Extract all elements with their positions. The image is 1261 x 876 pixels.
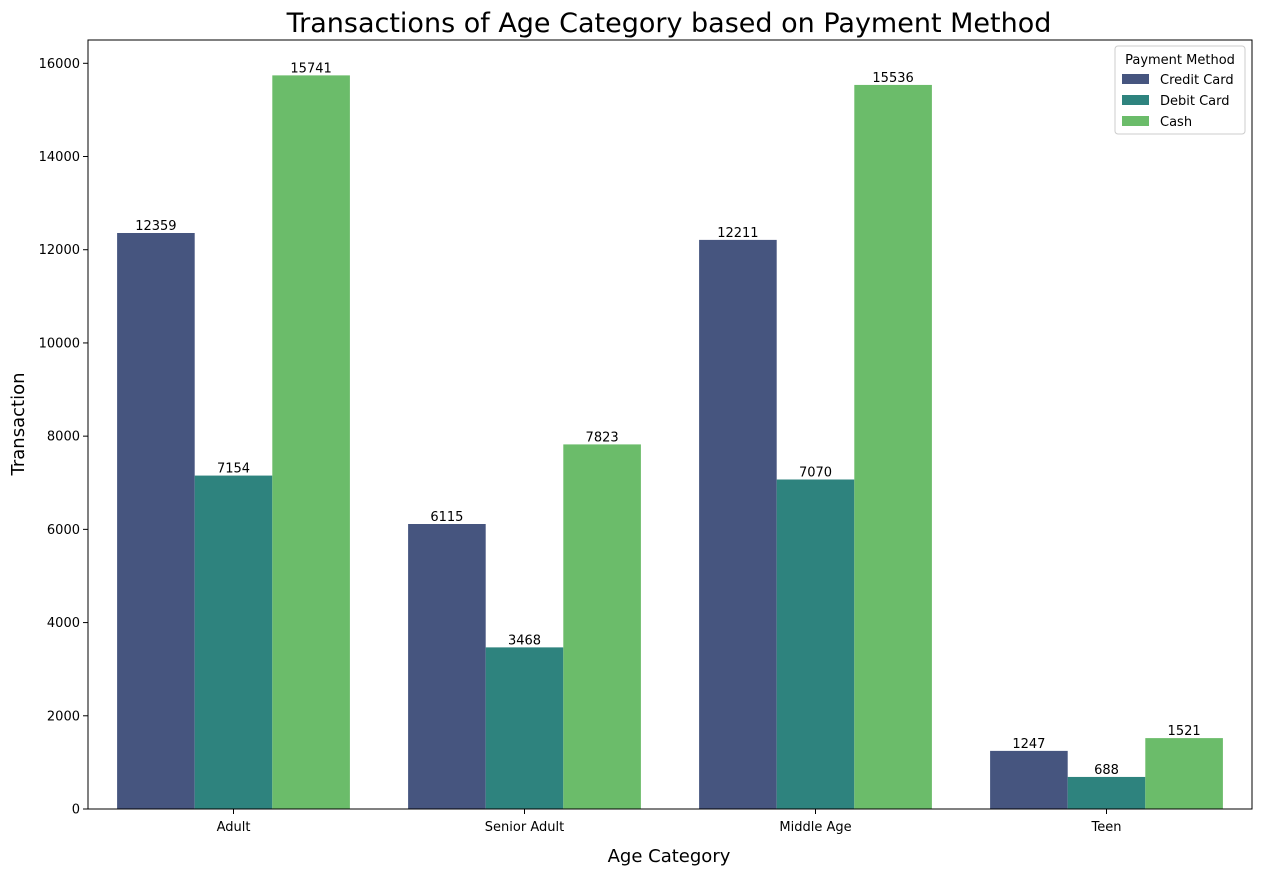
legend-box: [1114, 45, 1246, 135]
bar: [854, 84, 932, 810]
x-tick-label: Teen: [1091, 820, 1122, 835]
x-axis-ticks: Adult Senior Adult Middle Age Teen: [217, 809, 1122, 835]
chart-title: Transactions of Age Category based on Pa…: [286, 8, 1052, 39]
bar: [408, 524, 486, 809]
y-tick-label: 12000: [39, 243, 80, 258]
y-tick-label: 8000: [47, 430, 80, 445]
bar-value-label: 12211: [717, 226, 758, 241]
bar-value-label: 15741: [290, 61, 331, 76]
bar: [990, 750, 1068, 809]
bar-value-label: 3468: [508, 633, 541, 648]
legend-item-label: Debit Card: [1160, 94, 1230, 109]
bar-value-label: 6115: [430, 510, 463, 525]
x-tick-label: Middle Age: [779, 820, 851, 835]
y-axis-label: Transaction: [8, 373, 29, 477]
bars-group: [117, 75, 1223, 810]
bar: [272, 75, 350, 809]
x-tick-label: Adult: [217, 820, 251, 835]
legend-swatch: [1122, 95, 1149, 105]
bar: [1145, 738, 1223, 809]
bar: [776, 479, 855, 809]
y-tick-label: 14000: [39, 150, 80, 165]
bar: [485, 647, 564, 809]
bar-value-label: 1521: [1168, 724, 1201, 739]
bar-value-label: 688: [1094, 763, 1119, 778]
bar: [1067, 776, 1146, 809]
bar: [699, 239, 777, 810]
bar-value-label: 12359: [135, 219, 176, 234]
y-tick-label: 6000: [47, 523, 80, 538]
y-axis-ticks: 0 2000 4000 6000 8000 10000 12000 14000 16000: [39, 57, 88, 818]
legend-swatch: [1122, 116, 1149, 126]
y-tick-label: 2000: [47, 709, 80, 724]
y-tick-label: 16000: [39, 57, 80, 72]
bar: [194, 475, 273, 809]
bar: [117, 232, 195, 809]
y-tick-label: 0: [72, 803, 80, 818]
y-tick-label: 4000: [47, 616, 80, 631]
bar-value-label: 7154: [217, 462, 250, 477]
plot-frame: [87, 39, 1253, 810]
x-axis-label: Age Category: [608, 846, 731, 867]
legend-title: Payment Method: [1125, 53, 1235, 68]
bar: [563, 444, 641, 809]
y-tick-label: 10000: [39, 336, 80, 351]
x-tick-label: Senior Adult: [485, 820, 564, 835]
bar-value-label: 7823: [586, 430, 619, 445]
bar-labels-group: 12359 7154 15741 6115 3468 7823 12211 7070 15536…: [135, 61, 1200, 778]
bar-value-label: 15536: [872, 71, 913, 86]
bar-value-label: 7070: [799, 465, 832, 480]
legend: Payment Method Credit Card Debit Card Cash: [1114, 45, 1246, 135]
legend-item-label: Cash: [1160, 115, 1192, 130]
bar-value-label: 1247: [1012, 737, 1045, 752]
legend-item-label: Credit Card: [1160, 73, 1234, 88]
legend-swatch: [1122, 74, 1149, 84]
